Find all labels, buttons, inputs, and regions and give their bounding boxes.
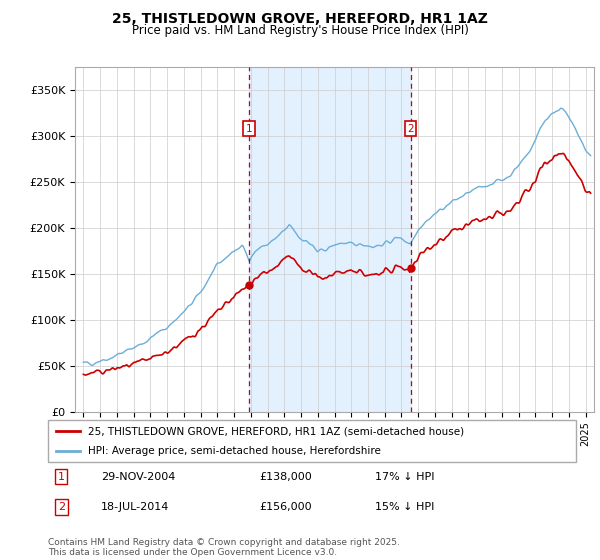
Text: 2: 2 <box>407 124 414 134</box>
Text: 1: 1 <box>58 472 65 482</box>
Text: HPI: Average price, semi-detached house, Herefordshire: HPI: Average price, semi-detached house,… <box>88 446 380 456</box>
Text: 25, THISTLEDOWN GROVE, HEREFORD, HR1 1AZ: 25, THISTLEDOWN GROVE, HEREFORD, HR1 1AZ <box>112 12 488 26</box>
Text: 1: 1 <box>246 124 253 134</box>
Text: £156,000: £156,000 <box>259 502 312 512</box>
Text: £138,000: £138,000 <box>259 472 312 482</box>
Text: Contains HM Land Registry data © Crown copyright and database right 2025.
This d: Contains HM Land Registry data © Crown c… <box>48 538 400 557</box>
Text: 2: 2 <box>58 502 65 512</box>
Text: 17% ↓ HPI: 17% ↓ HPI <box>376 472 435 482</box>
Bar <box>249 67 410 412</box>
Text: Price paid vs. HM Land Registry's House Price Index (HPI): Price paid vs. HM Land Registry's House … <box>131 24 469 37</box>
Text: 25, THISTLEDOWN GROVE, HEREFORD, HR1 1AZ (semi-detached house): 25, THISTLEDOWN GROVE, HEREFORD, HR1 1AZ… <box>88 426 464 436</box>
Text: 29-NOV-2004: 29-NOV-2004 <box>101 472 175 482</box>
FancyBboxPatch shape <box>48 420 576 462</box>
Text: 15% ↓ HPI: 15% ↓ HPI <box>376 502 435 512</box>
Text: 18-JUL-2014: 18-JUL-2014 <box>101 502 169 512</box>
